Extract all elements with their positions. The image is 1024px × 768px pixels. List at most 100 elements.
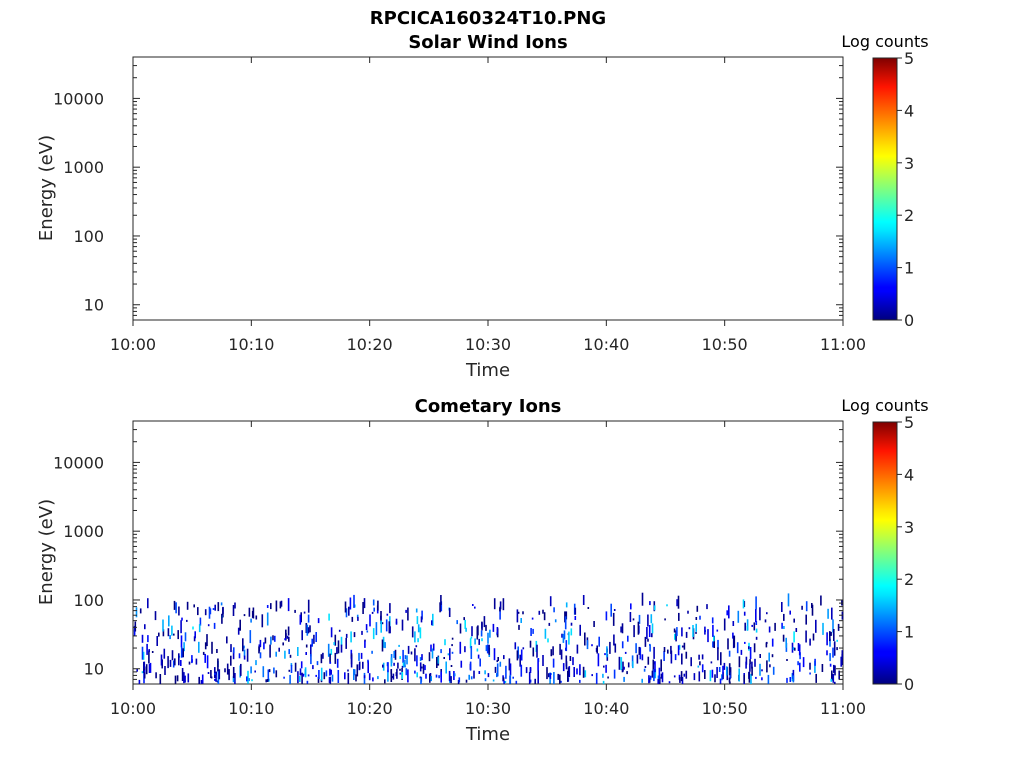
heatmap-cell <box>306 624 309 636</box>
heatmap-cell <box>435 674 438 678</box>
heatmap-cell <box>826 650 828 656</box>
heatmap-cell <box>176 675 179 682</box>
heatmap-cell <box>272 635 274 641</box>
heatmap-cell <box>303 611 306 614</box>
heatmap-cell <box>282 642 284 646</box>
heatmap-cell <box>419 657 422 662</box>
heatmap-cell <box>829 653 831 662</box>
heatmap-cell <box>382 664 384 668</box>
heatmap-cell <box>448 608 451 617</box>
heatmap-cell <box>414 670 416 674</box>
heatmap-cell <box>288 636 290 642</box>
heatmap-cell <box>234 602 236 609</box>
heatmap-cell <box>404 659 406 667</box>
heatmap-cell <box>402 649 404 663</box>
heatmap-cell <box>493 648 496 661</box>
heatmap-cell <box>228 669 230 681</box>
heatmap-cell <box>307 674 310 677</box>
heatmap-cell <box>564 611 566 623</box>
heatmap-cell <box>641 654 644 661</box>
x-tick-label: 10:40 <box>583 335 629 354</box>
heatmap-cell <box>192 626 194 630</box>
heatmap-cell <box>722 672 724 680</box>
heatmap-cell <box>570 622 573 626</box>
heatmap-cell <box>574 616 577 620</box>
heatmap-cell <box>576 644 579 654</box>
heatmap-cell <box>499 607 501 612</box>
heatmap-cell <box>294 609 296 613</box>
heatmap-cell <box>613 634 615 646</box>
heatmap-cell <box>297 647 299 656</box>
heatmap-cell <box>310 654 312 665</box>
heatmap-cell <box>449 648 451 661</box>
heatmap-cell <box>307 627 310 634</box>
heatmap-cell <box>358 661 361 670</box>
heatmap-cell <box>606 646 608 658</box>
heatmap-cell <box>420 616 423 623</box>
colorbar-tick-label: 4 <box>904 101 914 120</box>
heatmap-cell <box>771 654 774 658</box>
heatmap-cell <box>621 641 624 649</box>
heatmap-cell <box>243 614 246 617</box>
heatmap-cell <box>243 655 246 660</box>
heatmap-cell <box>745 656 748 665</box>
heatmap-cell <box>340 644 343 653</box>
heatmap-cell <box>390 657 393 667</box>
heatmap-cell <box>399 672 402 675</box>
heatmap-cell <box>529 667 532 673</box>
heatmap-cell <box>692 625 694 637</box>
heatmap-cell <box>393 662 395 666</box>
heatmap-cell <box>602 680 605 684</box>
heatmap-cell <box>215 671 217 682</box>
heatmap-cell <box>364 640 366 648</box>
heatmap-cell <box>833 642 836 656</box>
heatmap-cell <box>242 638 244 652</box>
heatmap-cell <box>701 664 704 673</box>
heatmap-cell <box>785 637 787 648</box>
heatmap-cell <box>620 626 622 633</box>
heatmap-cell <box>503 655 505 660</box>
heatmap-cell <box>561 633 563 638</box>
heatmap-cell <box>688 627 691 630</box>
x-axis-label-cometary: Time <box>465 724 510 745</box>
heatmap-cell <box>696 605 699 612</box>
colorbar-tick-label: 3 <box>904 154 914 173</box>
heatmap-cell <box>732 632 734 639</box>
heatmap-cell <box>307 614 310 623</box>
heatmap-cell <box>401 619 404 631</box>
heatmap-cell <box>363 598 366 609</box>
heatmap-cell <box>687 610 689 614</box>
heatmap-cell <box>407 669 409 683</box>
heatmap-cell <box>284 650 286 659</box>
heatmap-cell <box>517 646 519 659</box>
heatmap-cell <box>218 669 221 680</box>
heatmap-cell <box>266 679 269 682</box>
heatmap-cell <box>657 679 659 684</box>
heatmap-cell <box>226 663 229 675</box>
heatmap-cell <box>200 680 203 684</box>
heatmap-cell <box>329 661 332 664</box>
heatmap-cell <box>448 670 451 681</box>
heatmap-cell <box>660 659 662 672</box>
heatmap-cell <box>250 666 252 674</box>
heatmap-cell <box>831 607 833 620</box>
heatmap-cell <box>302 673 305 677</box>
heatmap-cell <box>405 668 408 676</box>
colorbar-ticks: 0 1 2 3 4 5 <box>897 49 914 330</box>
colorbar-gradient <box>872 421 898 685</box>
x-tick-label: 10:30 <box>465 335 511 354</box>
heatmap-cell <box>372 677 374 682</box>
heatmap-cell <box>716 629 719 632</box>
heatmap-cell <box>325 670 328 677</box>
heatmap-cell <box>755 621 758 625</box>
heatmap-cell <box>390 669 393 682</box>
heatmap-cell <box>576 668 578 675</box>
heatmap-cell <box>591 674 593 677</box>
heatmap-cell <box>393 651 395 658</box>
heatmap-cell <box>481 622 483 631</box>
heatmap-cell <box>247 670 249 684</box>
heatmap-cell <box>330 627 333 638</box>
heatmap-cell <box>419 676 422 679</box>
heatmap-cell <box>317 618 320 624</box>
heatmap-cell <box>419 662 422 672</box>
